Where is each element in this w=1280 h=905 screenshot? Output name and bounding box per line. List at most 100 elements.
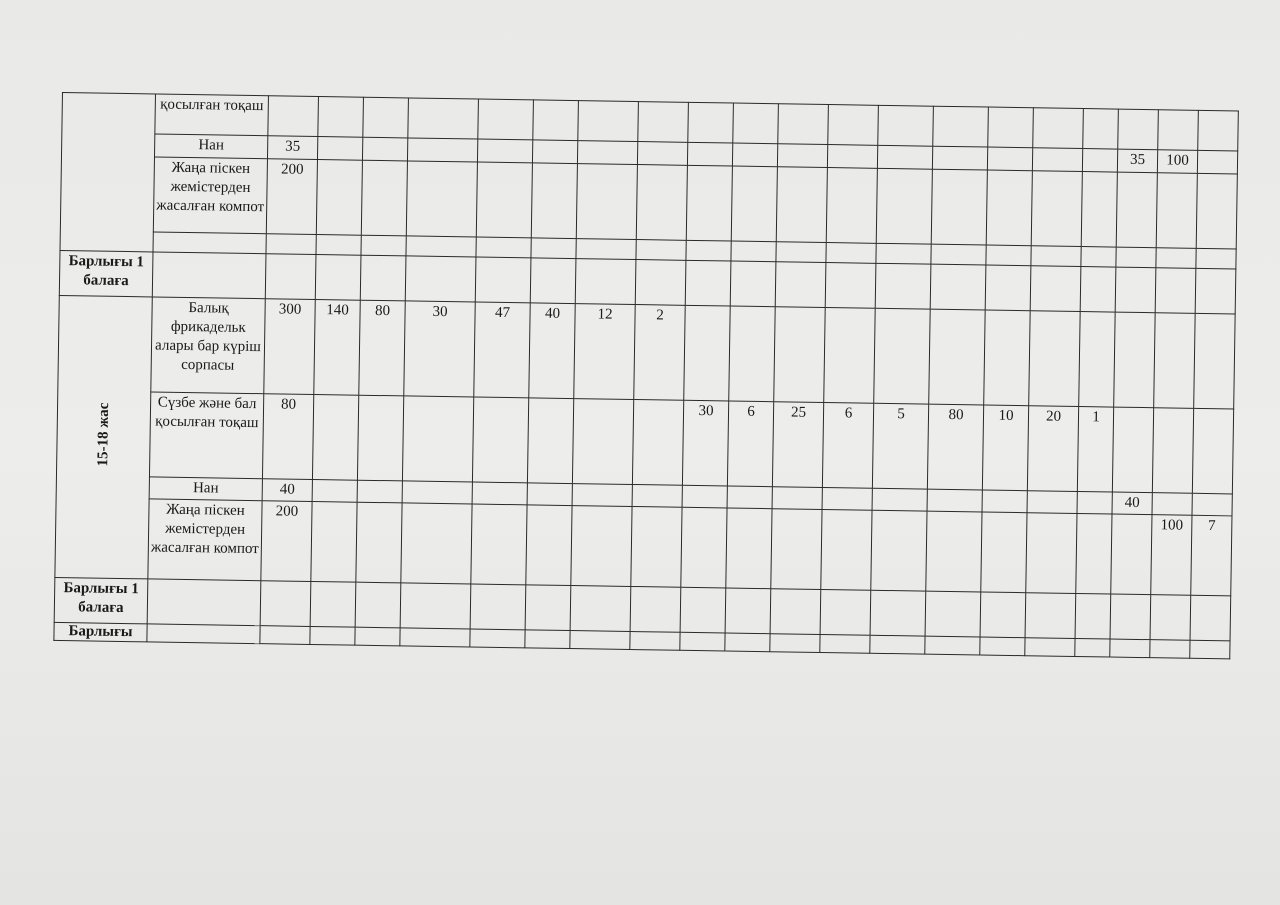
- grand-total-cell: [524, 629, 571, 649]
- value-cell: [1117, 109, 1159, 150]
- value-cell: [680, 507, 728, 588]
- value-cell: [357, 395, 404, 481]
- total-per-child-label: Барлығы 1 балаға: [54, 577, 148, 624]
- value-cell: [1113, 312, 1156, 408]
- value-cell: [687, 142, 733, 167]
- value-cell: [728, 306, 776, 402]
- value-cell: [776, 166, 828, 243]
- total-cell: [870, 590, 926, 637]
- value-cell: [873, 308, 931, 405]
- value-cell: [406, 160, 478, 238]
- value-cell: 40: [1112, 492, 1153, 515]
- value-cell: [983, 310, 1031, 406]
- value-cell: [1196, 173, 1238, 249]
- grand-total-cell: [569, 630, 631, 650]
- total-cell: [1025, 592, 1076, 639]
- value-cell: [1082, 148, 1118, 173]
- value-cell: [575, 238, 637, 260]
- value-cell: [877, 105, 934, 147]
- total-cell: [630, 586, 681, 633]
- age-group-label: 15-18 жас: [94, 402, 112, 467]
- dish-name: Балық фрикадельк алары бар күріш сорпасы: [150, 296, 266, 394]
- value-cell: [527, 482, 573, 506]
- value-cell: 140: [313, 299, 361, 396]
- value-cell: [772, 486, 823, 510]
- value-cell: [1110, 514, 1152, 595]
- value-cell: [775, 241, 827, 263]
- value-cell: [477, 99, 534, 140]
- value-cell: [405, 235, 477, 258]
- value-cell: [576, 163, 638, 240]
- value-cell: [875, 243, 932, 265]
- value-cell: [570, 505, 633, 587]
- dish-name: қосылған тоқаш: [154, 93, 269, 136]
- value-cell: 25: [772, 401, 824, 488]
- total-per-child-label: Барлығы 1 балаға: [59, 250, 153, 297]
- value-cell: [1032, 147, 1083, 172]
- total-cell: [405, 255, 476, 303]
- dish-name: Жаңа піскен жемістерден жасалған компот: [147, 498, 263, 581]
- value-cell: 20: [1027, 405, 1079, 492]
- value-cell: [877, 145, 933, 170]
- grand-total-cell: [819, 634, 871, 654]
- value-cell: [527, 397, 574, 484]
- value-cell: [827, 144, 878, 169]
- portion-cell: 200: [266, 158, 318, 235]
- total-cell: [265, 253, 316, 300]
- value-cell: [1032, 107, 1084, 149]
- value-cell: [310, 501, 358, 583]
- value-cell: [687, 102, 734, 144]
- value-cell: 80: [927, 404, 984, 491]
- total-cell: [685, 260, 731, 307]
- value-cell: [1077, 491, 1113, 515]
- total-cell: [680, 587, 726, 633]
- value-cell: 1: [1077, 406, 1114, 493]
- value-cell: [777, 103, 829, 145]
- table-row: 15-18 жас Балық фрикадельк алары бар күрі…: [54, 295, 1236, 579]
- grand-total-cell: [629, 631, 681, 651]
- value-cell: [928, 309, 986, 406]
- portion-cell: 200: [260, 500, 313, 582]
- value-cell: [725, 507, 773, 589]
- value-cell: [1031, 170, 1083, 247]
- value-cell: [1152, 407, 1194, 494]
- total-cell: [985, 265, 1031, 311]
- total-cell: [1110, 594, 1151, 640]
- grand-total-cell: [309, 626, 356, 646]
- value-cell: [986, 170, 1033, 246]
- value-cell: [930, 244, 987, 266]
- total-cell: [1115, 267, 1156, 313]
- value-cell: 30: [682, 400, 729, 487]
- value-cell: [472, 481, 528, 505]
- value-cell: [362, 97, 409, 138]
- grand-total-cell: [399, 627, 471, 647]
- value-cell: [777, 143, 828, 168]
- grand-total-cell: [869, 635, 926, 655]
- menu-table: қосылған тоқаш Нан 35 35 100 Жаңа піскен жемі…: [53, 92, 1239, 659]
- total-cell: [930, 264, 986, 311]
- value-cell: 10: [982, 405, 1029, 491]
- dish-name: Жаңа піскен жемістерден жасалған компот: [153, 156, 268, 234]
- grand-total-cell: [1024, 637, 1076, 657]
- value-cell: [773, 306, 826, 403]
- value-cell: [1191, 493, 1233, 516]
- value-cell: 2: [633, 304, 686, 401]
- value-cell: [1075, 513, 1113, 595]
- value-cell: [402, 480, 473, 504]
- total-cell: [360, 255, 406, 301]
- value-cell: [820, 509, 873, 591]
- total-cell: [875, 263, 931, 310]
- value-cell: [1153, 312, 1196, 409]
- value-cell: [927, 489, 983, 513]
- value-cell: [402, 395, 474, 482]
- value-cell: [632, 399, 684, 486]
- value-cell: [525, 504, 573, 586]
- grand-total-cell: [1149, 639, 1191, 659]
- value-cell: [637, 141, 688, 166]
- value-cell: [731, 166, 778, 242]
- menu-table-sheet: қосылған тоқаш Нан 35 35 100 Жаңа піскен жемі…: [53, 92, 1239, 659]
- value-cell: [872, 488, 928, 512]
- value-cell: [980, 512, 1028, 593]
- value-cell: [1193, 313, 1236, 409]
- total-cell: [1195, 268, 1236, 314]
